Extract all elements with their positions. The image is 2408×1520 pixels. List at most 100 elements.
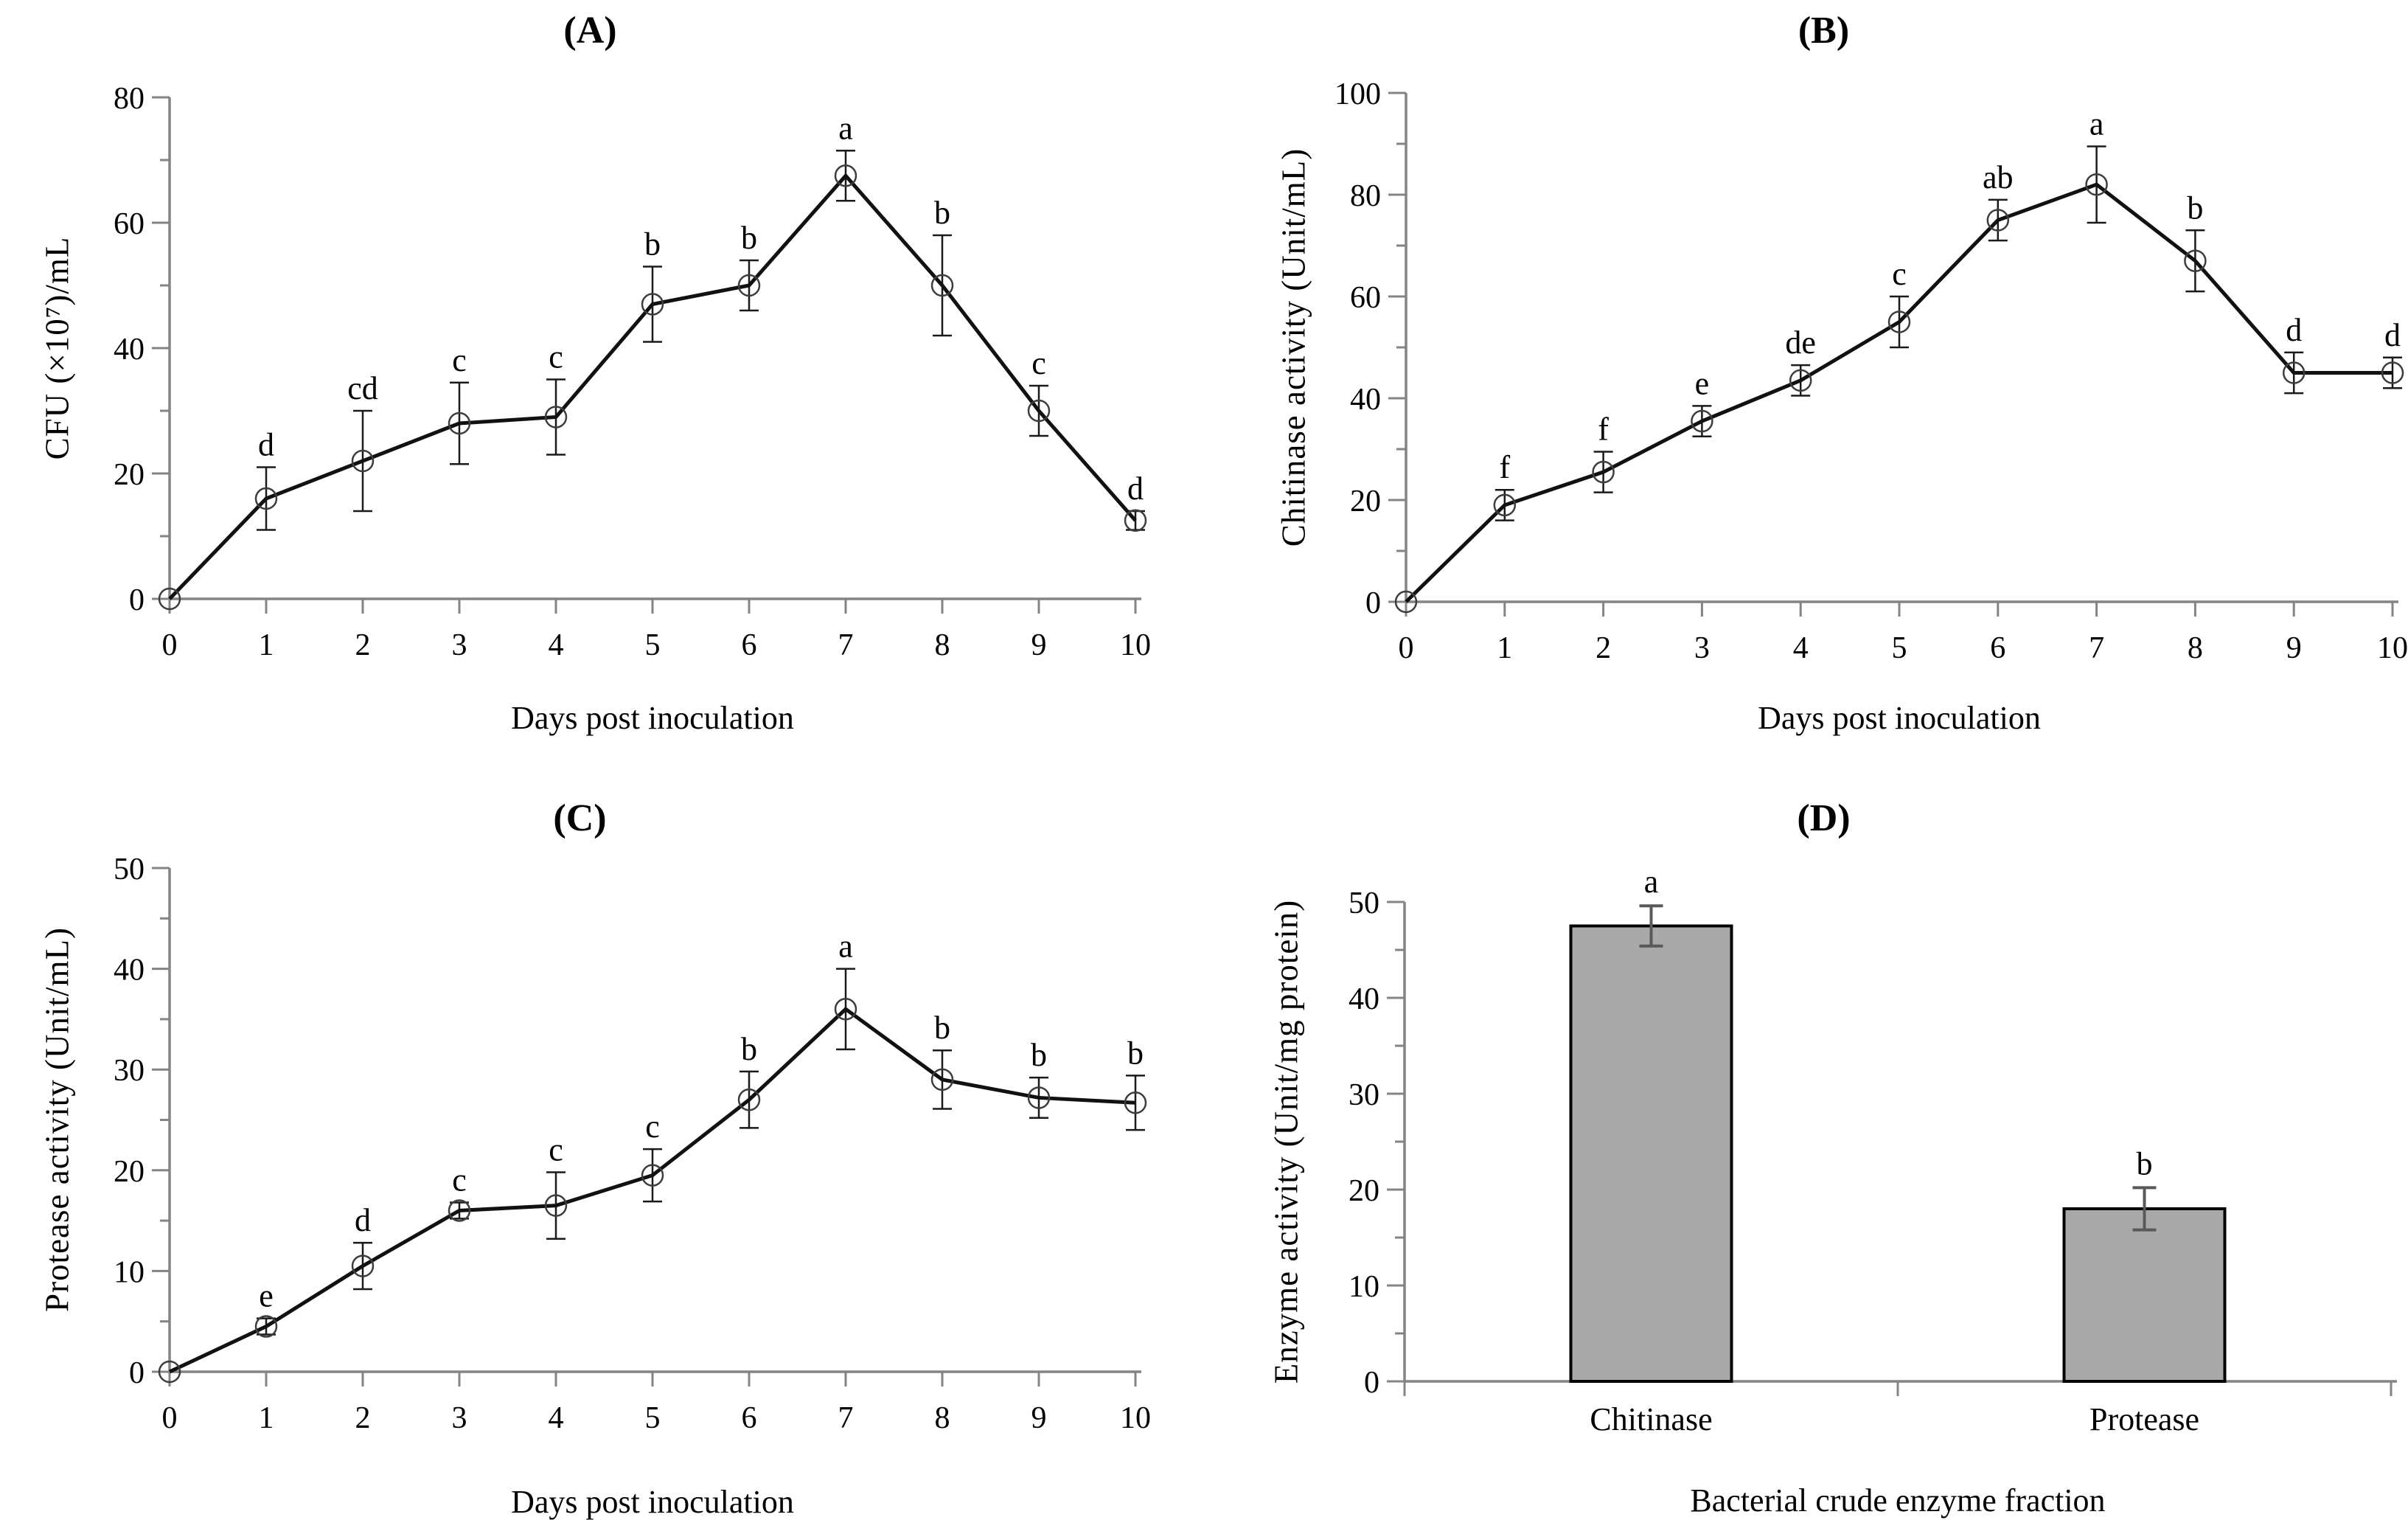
svg-text:b: b <box>2187 190 2203 226</box>
y-axis-ticks <box>1387 902 1405 1381</box>
svg-text:8: 8 <box>935 628 950 662</box>
svg-text:cd: cd <box>347 370 378 406</box>
svg-text:6: 6 <box>742 1401 757 1435</box>
svg-text:7: 7 <box>2089 631 2104 665</box>
svg-text:10: 10 <box>1120 1401 1151 1435</box>
svg-text:d: d <box>1127 471 1144 507</box>
svg-text:de: de <box>1785 325 1816 361</box>
svg-text:a: a <box>838 929 853 965</box>
svg-text:b: b <box>934 195 950 231</box>
svg-text:Chitinase: Chitinase <box>1590 1401 1712 1437</box>
panel-a-x-axis-label: Days post inoculation <box>170 702 1135 735</box>
svg-text:c: c <box>1892 256 1907 292</box>
panel-d-x-axis-label: Bacterial crude enzyme fraction <box>1405 1485 2391 1517</box>
svg-text:f: f <box>1499 449 1510 485</box>
svg-text:40: 40 <box>1349 982 1379 1016</box>
svg-text:2: 2 <box>355 628 371 662</box>
svg-text:a: a <box>838 110 853 146</box>
svg-text:20: 20 <box>114 1155 145 1189</box>
x-axis-ticks <box>1406 602 2393 617</box>
x-axis-ticks <box>170 1372 1135 1387</box>
svg-text:b: b <box>934 1010 950 1046</box>
svg-text:c: c <box>452 342 467 378</box>
svg-text:7: 7 <box>838 628 854 662</box>
error-bars <box>257 150 1145 530</box>
y-axis-ticks <box>152 868 170 1372</box>
svg-text:7: 7 <box>838 1401 854 1435</box>
svg-text:b: b <box>644 226 661 263</box>
svg-text:60: 60 <box>1350 281 1381 315</box>
svg-text:30: 30 <box>114 1054 145 1088</box>
svg-text:40: 40 <box>114 954 145 988</box>
axes <box>1405 902 2397 1381</box>
svg-text:30: 30 <box>1349 1078 1379 1112</box>
svg-text:80: 80 <box>114 82 145 116</box>
bar <box>2064 1209 2225 1381</box>
panel-b-x-axis-label: Days post inoculation <box>1406 702 2393 735</box>
svg-text:1: 1 <box>1497 631 1512 665</box>
svg-text:100: 100 <box>1335 77 1381 111</box>
svg-text:40: 40 <box>114 333 145 367</box>
svg-text:c: c <box>549 339 563 375</box>
svg-text:f: f <box>1598 411 1609 447</box>
svg-text:20: 20 <box>114 458 145 492</box>
svg-text:2: 2 <box>1596 631 1611 665</box>
svg-text:4: 4 <box>1793 631 1809 665</box>
bar <box>1571 926 1732 1382</box>
svg-text:ab: ab <box>1983 159 2014 195</box>
svg-text:b: b <box>741 1031 757 1067</box>
svg-text:d: d <box>355 1202 371 1238</box>
svg-text:5: 5 <box>1892 631 1907 665</box>
svg-text:d: d <box>2286 312 2302 348</box>
error-bars <box>1495 146 2402 520</box>
svg-text:c: c <box>645 1108 660 1145</box>
error-bars <box>257 969 1145 1335</box>
svg-text:4: 4 <box>549 1401 564 1435</box>
svg-text:a: a <box>1644 864 1659 900</box>
svg-text:0: 0 <box>1365 586 1381 620</box>
svg-text:e: e <box>1695 365 1710 401</box>
svg-text:8: 8 <box>935 1401 950 1435</box>
svg-text:c: c <box>1031 345 1046 381</box>
x-axis-ticks <box>170 599 1135 614</box>
svg-text:40: 40 <box>1350 383 1381 417</box>
svg-text:10: 10 <box>1349 1270 1379 1304</box>
bars <box>1571 926 2225 1382</box>
svg-text:Protease: Protease <box>2089 1401 2199 1437</box>
svg-text:9: 9 <box>1031 1401 1047 1435</box>
svg-text:c: c <box>549 1132 563 1168</box>
svg-text:a: a <box>2089 105 2104 142</box>
svg-text:d: d <box>258 427 274 463</box>
svg-text:2: 2 <box>355 1401 371 1435</box>
svg-text:0: 0 <box>129 1356 145 1390</box>
y-axis-ticks <box>152 97 170 599</box>
panel-c-x-axis-label: Days post inoculation <box>170 1486 1135 1519</box>
svg-text:9: 9 <box>2286 631 2302 665</box>
svg-text:0: 0 <box>129 583 145 617</box>
svg-text:50: 50 <box>1349 886 1379 920</box>
svg-text:6: 6 <box>742 628 757 662</box>
category-labels: Chitinase Protease <box>1590 1401 2199 1437</box>
svg-text:3: 3 <box>1694 631 1710 665</box>
svg-text:20: 20 <box>1350 485 1381 518</box>
svg-text:6: 6 <box>1990 631 2005 665</box>
svg-text:5: 5 <box>645 1401 661 1435</box>
svg-text:10: 10 <box>2377 631 2408 665</box>
data-markers <box>1396 174 2403 612</box>
svg-text:1: 1 <box>259 1401 274 1435</box>
svg-text:0: 0 <box>162 628 178 662</box>
svg-text:10: 10 <box>1120 628 1151 662</box>
